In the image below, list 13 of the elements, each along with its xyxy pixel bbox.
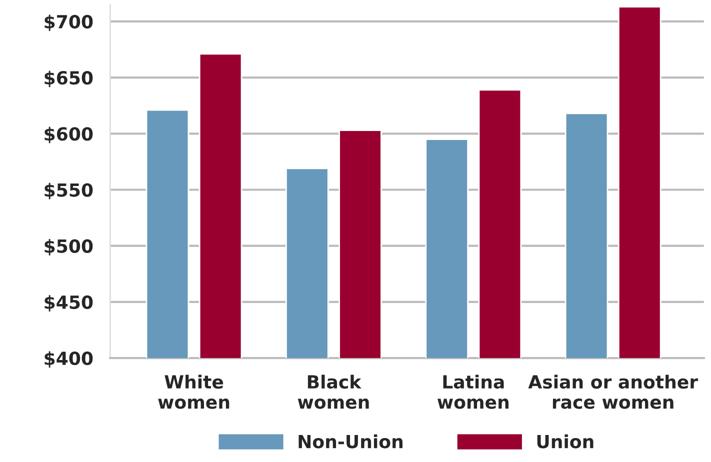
y-tick-label: $400 xyxy=(44,351,93,368)
y-tick-label: $650 xyxy=(44,70,93,88)
x-tick-label: White women xyxy=(158,374,230,409)
x-tick-label: Black women xyxy=(298,374,369,409)
y-tick-label: $600 xyxy=(44,126,93,144)
legend-label: Non-Union xyxy=(298,434,402,448)
y-tick-label: $500 xyxy=(44,238,93,256)
x-tick-label: Asian or another race women xyxy=(528,374,698,409)
x-tick-label: Latina women xyxy=(438,374,508,409)
y-tick-label: $700 xyxy=(44,14,93,31)
y-tick-label: $450 xyxy=(44,295,93,312)
y-tick-label: $550 xyxy=(44,182,93,200)
legend-label: Union xyxy=(537,434,594,448)
